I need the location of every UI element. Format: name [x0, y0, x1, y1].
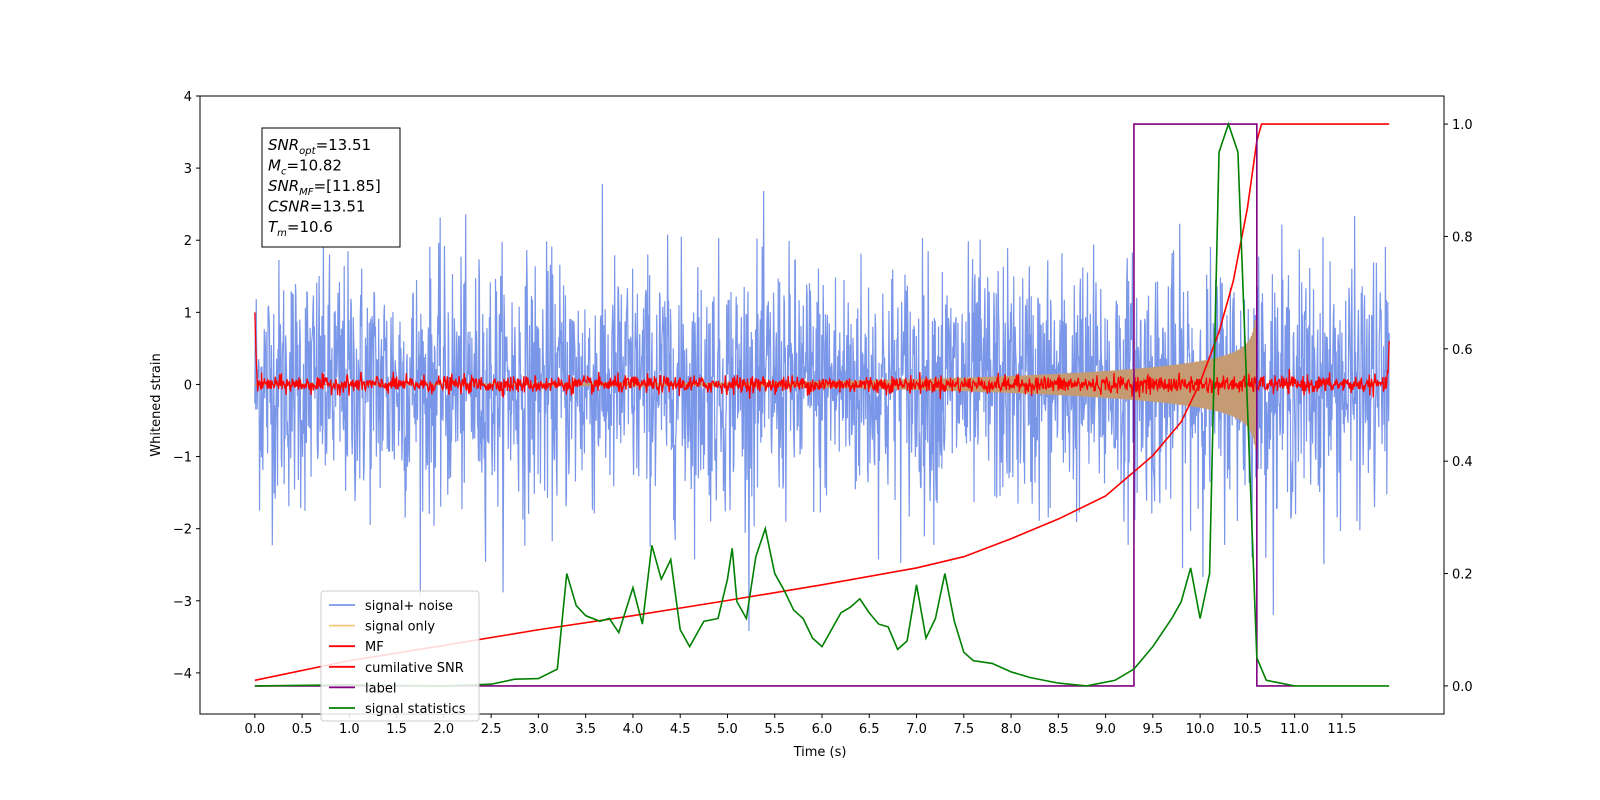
y-tick-label: 2 [184, 234, 192, 249]
legend-label: signal statistics [365, 702, 466, 717]
x-tick-label: 5.5 [764, 722, 785, 737]
y-tick-label: 0 [184, 378, 192, 393]
annotation-line: Tm=10.6 [268, 218, 333, 239]
y2-tick-label: 0.2 [1452, 568, 1473, 583]
x-tick-label: 6.0 [812, 722, 833, 737]
x-tick-label: 5.0 [717, 722, 738, 737]
legend-frame [320, 590, 480, 722]
x-tick-label: 2.5 [481, 722, 502, 737]
annotation-value: =10.82 [286, 157, 342, 175]
x-tick-label: 7.0 [906, 722, 927, 737]
annotation-symbol: CSNR [268, 198, 310, 216]
x-tick-label: 6.5 [859, 722, 880, 737]
annotation-symbol: SNR [268, 177, 299, 195]
x-tick-label: 2.0 [434, 722, 455, 737]
annotation-line: CSNR=13.51 [268, 198, 365, 216]
x-tick-label: 8.0 [1001, 722, 1022, 737]
y-tick-label: 3 [184, 162, 192, 177]
y-axis-right: 1.0 0.8 0.6 0.4 0.2 0.0 [1444, 118, 1473, 695]
x-tick-label: 0.0 [244, 722, 265, 737]
y2-tick-label: 0.4 [1452, 455, 1473, 470]
annotation-subscript: c [281, 167, 287, 178]
annotation-subscript: opt [299, 146, 316, 157]
annotation-line: SNRopt=13.51 [268, 136, 371, 157]
annotation-value: =13.51 [310, 198, 366, 216]
x-tick-label: 4.5 [670, 722, 691, 737]
x-tick-label: 8.5 [1048, 722, 1069, 737]
x-tick-label: 1.0 [339, 722, 360, 737]
y-axis-label: Whitened strain [149, 353, 164, 456]
y-tick-label: 4 [184, 90, 192, 105]
x-tick-label: 10.5 [1233, 722, 1262, 737]
legend-label: signal only [365, 620, 435, 635]
annotation-symbol: T [268, 218, 279, 236]
snr-annotation-box: SNRopt=13.51Mc=10.82SNRMF=[11.85]CSNR=13… [261, 127, 401, 248]
annotation-subscript: m [277, 228, 287, 239]
y-tick-label: −1 [173, 451, 192, 466]
y2-tick-label: 1.0 [1452, 118, 1473, 133]
x-tick-label: 3.0 [528, 722, 549, 737]
y-tick-label: −3 [173, 595, 192, 610]
annotation-value: =13.51 [316, 136, 372, 154]
series-label [254, 123, 1295, 687]
annotation-value: =[11.85] [314, 177, 381, 195]
annotation-symbol: M [268, 157, 281, 175]
annotation-line: SNRMF=[11.85] [268, 177, 381, 198]
series-signal-statistics [254, 121, 1390, 687]
x-tick-label: 4.0 [623, 722, 644, 737]
y2-tick-label: 0.6 [1452, 343, 1473, 358]
y2-tick-label: 0.0 [1452, 680, 1473, 695]
legend: signal+ noise signal only MF cumilative SNR… [320, 590, 480, 722]
y2-tick-label: 0.8 [1452, 230, 1473, 245]
annotation-subscript: MF [299, 187, 314, 198]
legend-label: MF [365, 640, 384, 655]
series-cumulative-snr [254, 123, 1390, 682]
y-tick-label: −2 [173, 523, 192, 538]
annotation-line: Mc=10.82 [268, 157, 342, 178]
x-tick-label: 11.0 [1280, 722, 1309, 737]
y-tick-label: 1 [184, 306, 192, 321]
legend-label: label [365, 681, 396, 696]
x-tick-label: 11.5 [1327, 722, 1356, 737]
plot-area [254, 121, 1390, 687]
x-axis: 0.0 0.5 1.0 1.5 2.0 2.5 3.0 3.5 4.0 4.5 5.0 5.5 6.0 6… [244, 714, 1356, 737]
y-tick-label: −4 [173, 667, 192, 682]
legend-label: cumilative SNR [365, 661, 464, 676]
x-tick-label: 1.5 [386, 722, 407, 737]
x-tick-label: 3.5 [575, 722, 596, 737]
annotation-value: =10.6 [287, 218, 333, 236]
x-tick-label: 0.5 [292, 722, 313, 737]
x-tick-label: 10.0 [1186, 722, 1215, 737]
x-tick-label: 9.5 [1143, 722, 1164, 737]
x-axis-label: Time (s) [793, 745, 847, 760]
x-tick-label: 7.5 [953, 722, 974, 737]
x-tick-label: 9.0 [1095, 722, 1116, 737]
legend-label: signal+ noise [365, 599, 453, 614]
annotation-frame [261, 127, 401, 248]
annotation-symbol: SNR [268, 136, 299, 154]
y-axis-left: 4 3 2 1 0 −1 −2 −3 −4 [173, 90, 200, 682]
